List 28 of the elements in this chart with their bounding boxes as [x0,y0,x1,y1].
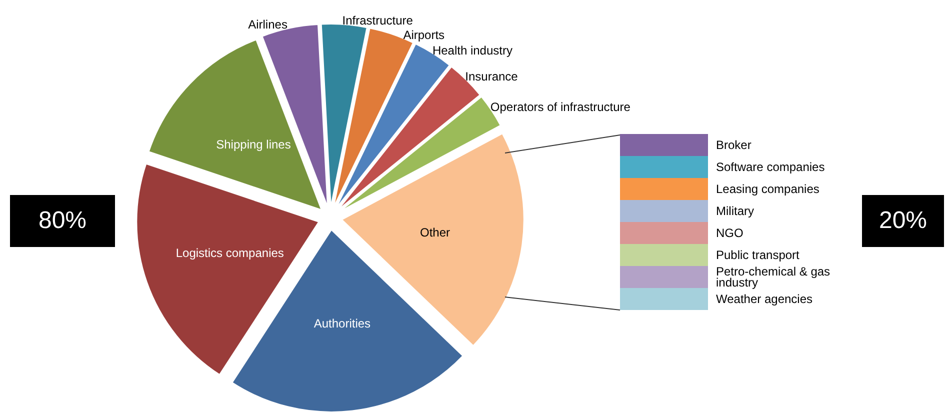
slice-label: Logistics companies [176,246,284,260]
bar [620,222,708,244]
series-label: NGO [716,226,744,240]
text: 80% [10,195,115,247]
slice-label: Operators of infrastructure [490,100,631,114]
series-label: Public transport [716,248,800,262]
slice-label: Authorities [314,316,371,330]
slice-label: Other [420,225,450,240]
slice-label: Airports [403,28,445,42]
slice-label: Infrastructure [342,14,414,28]
bar [620,156,708,178]
slice-label: Insurance [465,69,518,84]
bar [620,178,708,200]
bar [620,266,708,288]
series-label: Weather agencies [716,292,813,306]
series-label: Petro-chemical & gas industry [716,264,834,290]
bar [620,200,708,222]
series-label: Broker [716,138,752,152]
series-label: Leasing companies [716,182,820,196]
series-label: Military [716,204,754,218]
bar [620,288,708,310]
bar [620,134,708,156]
slice-label: Airlines [248,17,288,32]
slice-label: Shipping lines [216,138,291,152]
series-label: Software companies [716,160,825,174]
bar [620,244,708,266]
text: 20% [862,195,944,247]
slice-label: Health industry [432,43,512,58]
